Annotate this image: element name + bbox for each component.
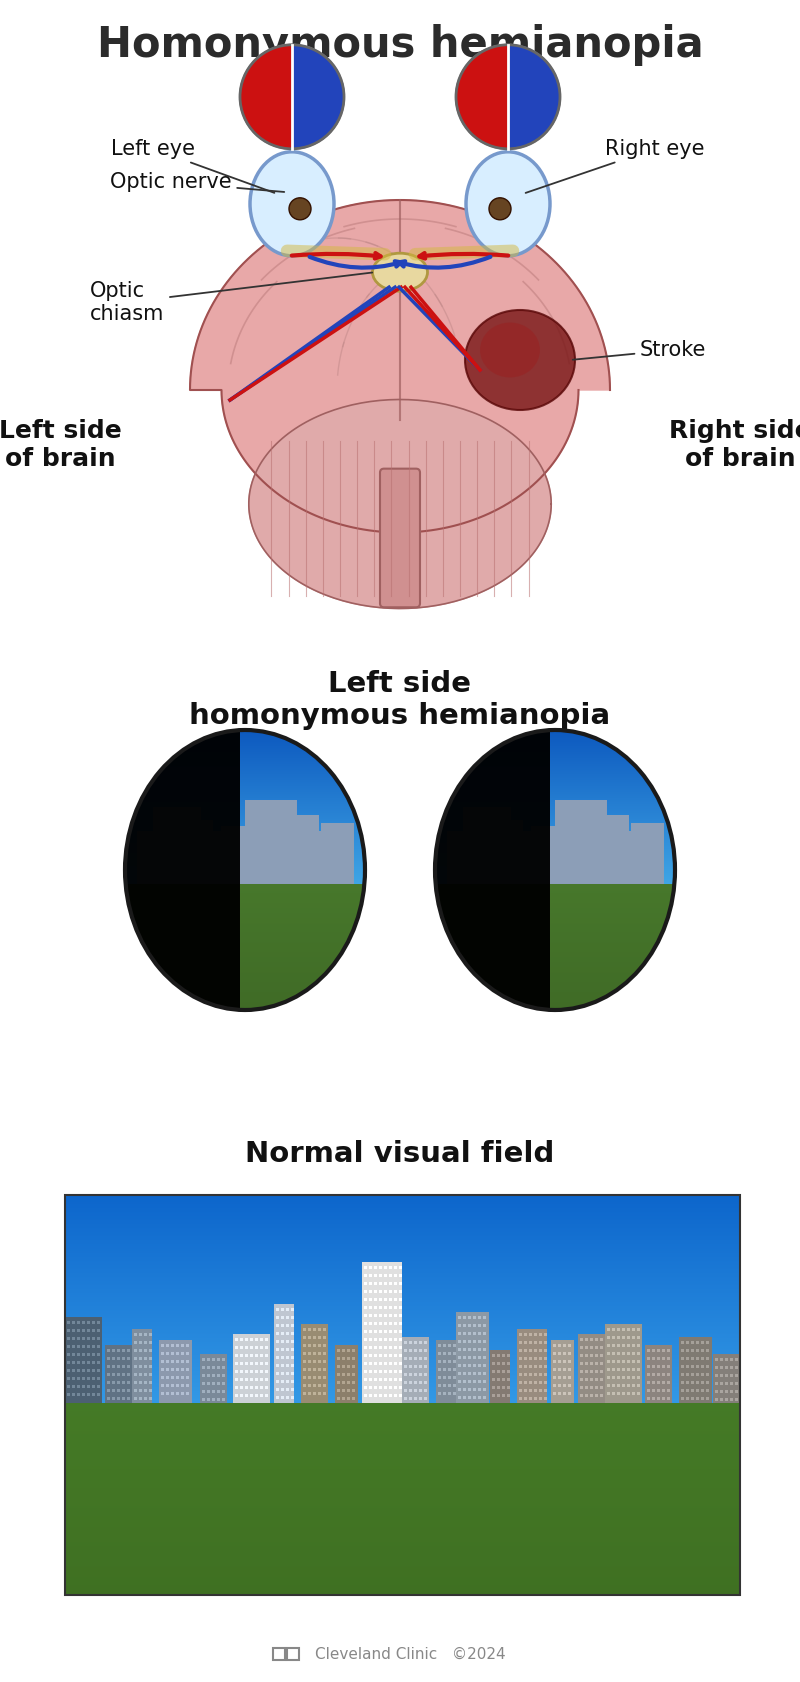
Ellipse shape <box>480 323 540 377</box>
Text: Cleveland Clinic   ©2024: Cleveland Clinic ©2024 <box>314 1647 506 1662</box>
Bar <box>65 1194 740 1595</box>
Text: Optic
chiasm: Optic chiasm <box>90 272 372 325</box>
Wedge shape <box>292 45 344 148</box>
Wedge shape <box>240 45 292 148</box>
FancyBboxPatch shape <box>380 469 420 607</box>
Text: Homonymous hemianopia: Homonymous hemianopia <box>97 24 703 66</box>
Ellipse shape <box>489 198 511 220</box>
Text: Optic nerve: Optic nerve <box>110 172 284 192</box>
Polygon shape <box>249 400 551 609</box>
Bar <box>273 1648 285 1660</box>
Circle shape <box>240 45 344 148</box>
Text: Right eye: Right eye <box>526 140 705 193</box>
Bar <box>287 1648 299 1660</box>
Polygon shape <box>190 200 610 533</box>
Ellipse shape <box>289 198 311 220</box>
Ellipse shape <box>373 254 427 291</box>
Text: Left side
homonymous hemianopia: Left side homonymous hemianopia <box>190 669 610 730</box>
Ellipse shape <box>250 151 334 256</box>
Text: Right side
of brain: Right side of brain <box>669 419 800 471</box>
Text: Normal visual field: Normal visual field <box>246 1140 554 1167</box>
Wedge shape <box>456 45 508 148</box>
Wedge shape <box>508 45 560 148</box>
Text: Stroke: Stroke <box>573 340 706 360</box>
Ellipse shape <box>466 151 550 256</box>
Text: Left side
of brain: Left side of brain <box>0 419 122 471</box>
Text: Left eye: Left eye <box>111 140 274 193</box>
Ellipse shape <box>465 309 575 410</box>
Circle shape <box>456 45 560 148</box>
